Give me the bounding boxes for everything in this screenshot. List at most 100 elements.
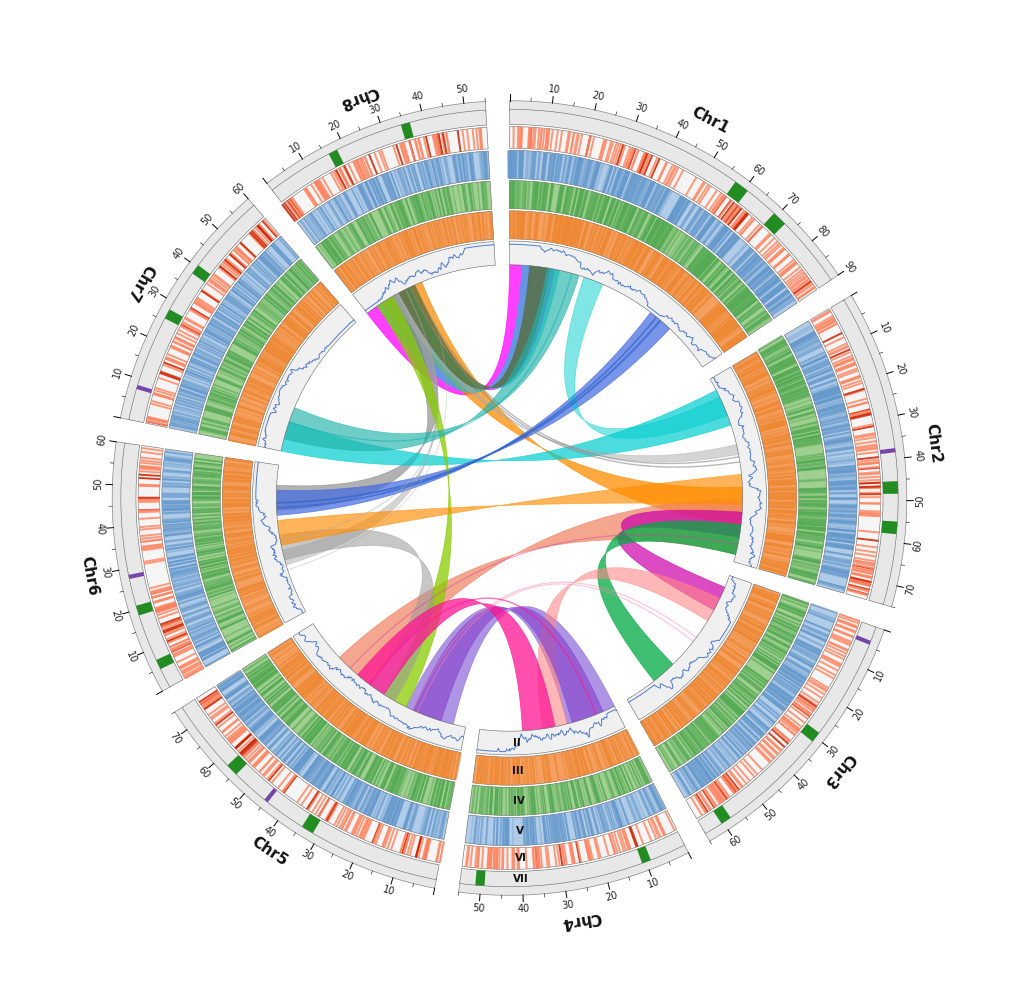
Polygon shape xyxy=(640,215,655,241)
Polygon shape xyxy=(667,270,686,294)
Polygon shape xyxy=(651,784,665,810)
Polygon shape xyxy=(359,184,372,210)
Polygon shape xyxy=(533,181,537,210)
Polygon shape xyxy=(376,243,390,269)
Polygon shape xyxy=(764,348,790,363)
Text: 30: 30 xyxy=(99,566,111,580)
Polygon shape xyxy=(704,309,727,329)
Polygon shape xyxy=(855,635,871,644)
Polygon shape xyxy=(761,560,789,568)
Polygon shape xyxy=(409,740,420,767)
Polygon shape xyxy=(688,290,709,312)
Polygon shape xyxy=(763,691,787,709)
Polygon shape xyxy=(340,265,358,289)
Polygon shape xyxy=(799,511,826,514)
Polygon shape xyxy=(798,523,825,527)
Polygon shape xyxy=(568,750,576,778)
Polygon shape xyxy=(679,203,696,228)
Polygon shape xyxy=(403,833,411,855)
Polygon shape xyxy=(257,360,282,374)
Polygon shape xyxy=(153,392,174,400)
Polygon shape xyxy=(671,700,690,723)
Polygon shape xyxy=(713,702,735,723)
Polygon shape xyxy=(229,252,248,268)
Polygon shape xyxy=(565,217,573,245)
Polygon shape xyxy=(398,233,411,259)
Polygon shape xyxy=(162,494,190,496)
Polygon shape xyxy=(296,262,316,284)
Polygon shape xyxy=(412,195,422,223)
Polygon shape xyxy=(308,721,327,744)
Polygon shape xyxy=(359,818,369,839)
Polygon shape xyxy=(261,299,284,318)
Polygon shape xyxy=(675,771,691,796)
Polygon shape xyxy=(799,503,826,505)
Polygon shape xyxy=(811,603,838,614)
Polygon shape xyxy=(182,699,439,879)
Polygon shape xyxy=(180,601,207,612)
Polygon shape xyxy=(282,289,438,565)
Polygon shape xyxy=(330,737,347,761)
Polygon shape xyxy=(763,551,791,558)
Polygon shape xyxy=(851,573,872,579)
Polygon shape xyxy=(252,312,275,330)
Polygon shape xyxy=(788,411,815,421)
Polygon shape xyxy=(217,612,244,623)
Polygon shape xyxy=(792,335,817,350)
Polygon shape xyxy=(426,223,435,250)
Polygon shape xyxy=(174,336,195,348)
Polygon shape xyxy=(818,323,838,335)
Polygon shape xyxy=(140,525,161,528)
Polygon shape xyxy=(601,740,612,767)
Polygon shape xyxy=(715,324,739,343)
Polygon shape xyxy=(712,320,736,339)
Polygon shape xyxy=(735,356,760,372)
Polygon shape xyxy=(216,608,243,621)
Polygon shape xyxy=(409,835,417,856)
Polygon shape xyxy=(510,180,512,209)
Polygon shape xyxy=(592,775,602,802)
Polygon shape xyxy=(556,215,564,243)
Polygon shape xyxy=(808,678,827,691)
Polygon shape xyxy=(279,652,303,670)
Polygon shape xyxy=(808,374,835,385)
Polygon shape xyxy=(659,264,678,288)
Polygon shape xyxy=(267,102,486,192)
Polygon shape xyxy=(317,179,329,199)
Polygon shape xyxy=(303,755,321,779)
Polygon shape xyxy=(859,510,880,513)
Polygon shape xyxy=(223,479,251,482)
Polygon shape xyxy=(741,613,767,626)
Polygon shape xyxy=(426,191,435,219)
Text: 30: 30 xyxy=(300,849,315,864)
Polygon shape xyxy=(162,484,191,487)
Polygon shape xyxy=(858,461,879,465)
Polygon shape xyxy=(193,510,220,512)
Polygon shape xyxy=(668,271,687,295)
Polygon shape xyxy=(754,233,770,249)
Polygon shape xyxy=(220,617,247,630)
Polygon shape xyxy=(649,785,663,811)
Polygon shape xyxy=(280,654,304,673)
Polygon shape xyxy=(266,345,290,362)
Polygon shape xyxy=(707,664,730,683)
Polygon shape xyxy=(195,350,221,363)
Polygon shape xyxy=(283,202,298,220)
Polygon shape xyxy=(331,234,348,259)
Polygon shape xyxy=(490,787,493,815)
Polygon shape xyxy=(668,196,685,222)
Polygon shape xyxy=(841,379,862,388)
Polygon shape xyxy=(243,654,455,810)
Polygon shape xyxy=(818,660,839,671)
Polygon shape xyxy=(417,226,427,253)
Polygon shape xyxy=(767,523,796,528)
Polygon shape xyxy=(265,347,289,363)
Polygon shape xyxy=(818,410,847,419)
Polygon shape xyxy=(827,465,856,470)
Polygon shape xyxy=(200,691,219,705)
Polygon shape xyxy=(544,128,548,150)
Polygon shape xyxy=(628,208,642,235)
Polygon shape xyxy=(237,280,261,299)
Polygon shape xyxy=(768,295,793,313)
Polygon shape xyxy=(777,670,802,687)
